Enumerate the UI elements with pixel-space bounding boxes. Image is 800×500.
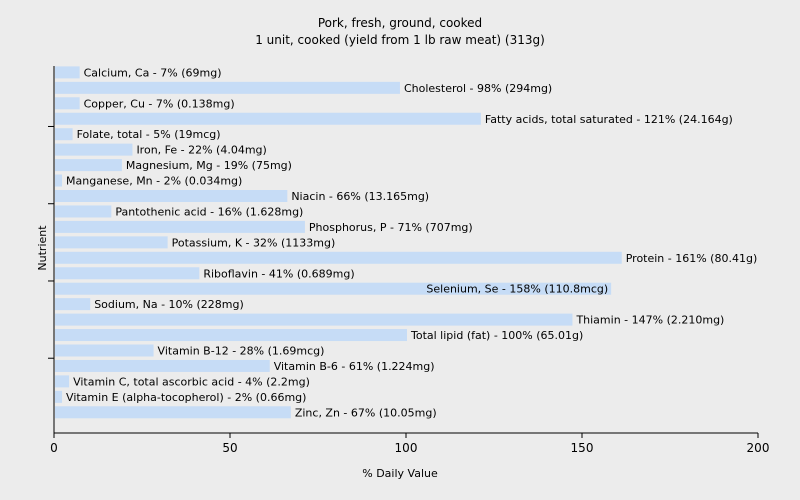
data-label: Vitamin C, total ascorbic acid - 4% (2.2…	[73, 375, 310, 388]
bar	[55, 344, 154, 357]
y-axis-title: Nutrient	[36, 225, 49, 271]
bar	[55, 128, 73, 141]
data-label: Riboflavin - 41% (0.689mg)	[203, 267, 354, 280]
data-label: Fatty acids, total saturated - 121% (24.…	[485, 113, 733, 126]
data-label: Selenium, Se - 158% (110.8mcg)	[426, 283, 608, 296]
data-label: Zinc, Zn - 67% (10.05mg)	[295, 406, 437, 419]
bars-group	[55, 66, 622, 419]
bar	[55, 267, 200, 280]
bar	[55, 406, 291, 419]
data-label: Total lipid (fat) - 100% (65.01g)	[410, 329, 583, 342]
x-tick-label: 50	[222, 441, 237, 455]
x-tick-label: 200	[747, 441, 770, 455]
data-label: Iron, Fe - 22% (4.04mg)	[136, 144, 266, 157]
x-tick-label: 100	[395, 441, 418, 455]
data-label: Vitamin B-6 - 61% (1.224mg)	[274, 360, 435, 373]
bar	[55, 174, 63, 187]
x-tick-label: 150	[571, 441, 594, 455]
data-label: Cholesterol - 98% (294mg)	[404, 82, 552, 95]
bar	[55, 143, 133, 156]
bar	[55, 236, 168, 249]
chart-title: Pork, fresh, ground, cooked	[318, 16, 482, 30]
data-label: Pantothenic acid - 16% (1.628mg)	[115, 205, 303, 218]
bar	[55, 375, 70, 388]
bar	[55, 313, 573, 326]
data-label: Protein - 161% (80.41g)	[626, 252, 758, 265]
bar	[55, 159, 122, 172]
bar	[55, 220, 305, 233]
bar	[55, 112, 481, 125]
data-label: Vitamin B-12 - 28% (1.69mcg)	[158, 345, 325, 358]
chart-subtitle: 1 unit, cooked (yield from 1 lb raw meat…	[255, 33, 545, 47]
data-label: Folate, total - 5% (19mcg)	[77, 128, 221, 141]
data-label: Thiamin - 147% (2.210mg)	[575, 314, 724, 327]
bar	[55, 329, 407, 342]
data-label: Calcium, Ca - 7% (69mg)	[84, 66, 222, 79]
x-tick-label: 0	[50, 441, 58, 455]
x-axis-title: % Daily Value	[362, 467, 438, 480]
bar	[55, 298, 91, 311]
bar	[55, 205, 112, 218]
bar	[55, 97, 80, 110]
bar	[55, 66, 80, 79]
data-label: Sodium, Na - 10% (228mg)	[94, 298, 244, 311]
data-labels-group: Calcium, Ca - 7% (69mg) Cholesterol - 98%…	[66, 66, 757, 419]
data-label: Magnesium, Mg - 19% (75mg)	[126, 159, 292, 172]
data-label: Phosphorus, P - 71% (707mg)	[309, 221, 473, 234]
data-label: Copper, Cu - 7% (0.138mg)	[84, 97, 235, 110]
bar	[55, 190, 288, 202]
bar	[55, 81, 400, 94]
data-label: Manganese, Mn - 2% (0.034mg)	[66, 175, 242, 188]
bar	[55, 359, 270, 372]
bar	[55, 390, 63, 403]
bar	[55, 282, 612, 295]
bar	[55, 251, 622, 264]
data-label: Potassium, K - 32% (1133mg)	[172, 236, 336, 249]
data-label: Vitamin E (alpha-tocopherol) - 2% (0.66m…	[66, 391, 306, 404]
data-label: Niacin - 66% (13.165mg)	[291, 190, 429, 203]
axes-group: 0 50 100 150 200	[48, 66, 769, 455]
